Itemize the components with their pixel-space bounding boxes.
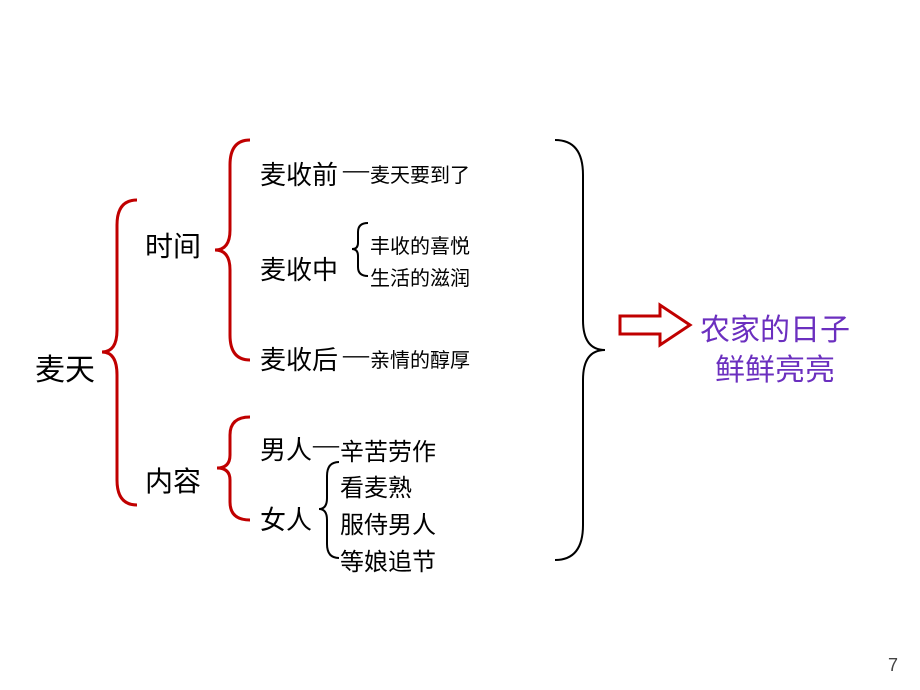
conclusion-line2: 鲜鲜亮亮 bbox=[715, 345, 835, 389]
dash-1: — bbox=[343, 155, 369, 185]
root-bracket bbox=[102, 200, 137, 505]
leaf-during-sub2: 生活的滋润 bbox=[370, 262, 470, 291]
time-bracket bbox=[215, 140, 250, 360]
leaf-after-harvest-sub: 亲情的醇厚 bbox=[370, 344, 470, 373]
leaf-during-sub1: 丰收的喜悦 bbox=[370, 230, 470, 259]
content-bracket bbox=[217, 417, 250, 520]
root-node: 麦天 bbox=[35, 345, 95, 389]
leaf-women-sub1: 看麦熟 bbox=[340, 468, 412, 503]
leaf-before-harvest-sub: 麦天要到了 bbox=[370, 159, 470, 188]
leaf-before-harvest: 麦收前 bbox=[260, 155, 338, 192]
page-number: 7 bbox=[888, 655, 898, 676]
leaf-women: 女人 bbox=[260, 500, 312, 537]
dash-3: — bbox=[313, 430, 339, 460]
conclusion-arrow bbox=[620, 305, 690, 345]
leaf-men-sub: 辛苦劳作 bbox=[340, 432, 436, 467]
branch-content: 内容 bbox=[145, 460, 201, 500]
big-close-bracket bbox=[555, 140, 605, 560]
branch-time: 时间 bbox=[145, 225, 201, 265]
mid-sub-bracket bbox=[352, 223, 368, 276]
leaf-after-harvest: 麦收后 bbox=[260, 340, 338, 377]
leaf-women-sub3: 等娘追节 bbox=[340, 542, 436, 577]
leaf-women-sub2: 服侍男人 bbox=[340, 505, 436, 540]
leaf-during-harvest: 麦收中 bbox=[260, 250, 338, 287]
conclusion-line1: 农家的日子 bbox=[700, 305, 850, 349]
dash-2: — bbox=[343, 340, 369, 370]
diagram-stage: 麦天 时间 内容 麦收前 — 麦天要到了 麦收中 丰收的喜悦 生活的滋润 麦收后… bbox=[0, 0, 920, 690]
leaf-men: 男人 bbox=[260, 430, 312, 467]
woman-bracket bbox=[319, 462, 339, 558]
